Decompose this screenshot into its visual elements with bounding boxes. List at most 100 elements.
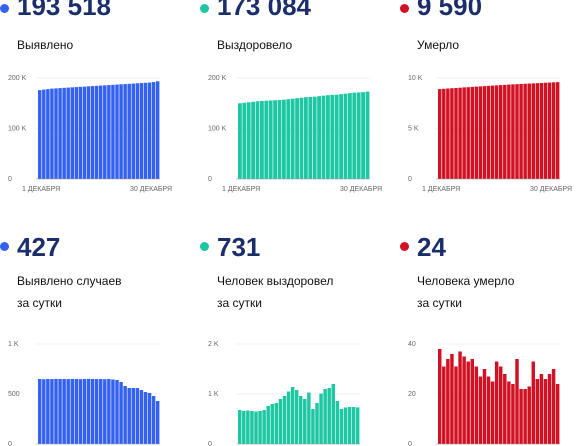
bar: [294, 390, 299, 444]
bar: [312, 96, 317, 179]
bar: [470, 359, 474, 444]
bar: [155, 81, 160, 179]
bar: [262, 410, 266, 444]
y-tick-label: 20: [408, 391, 416, 398]
recovered-total-value: 173 084: [217, 0, 311, 21]
bar: [334, 94, 339, 179]
bar: [82, 379, 87, 444]
bar: [151, 396, 156, 444]
bar: [115, 380, 119, 444]
bar: [123, 84, 127, 179]
bar: [438, 349, 442, 444]
bar: [519, 389, 523, 444]
bar: [503, 374, 507, 444]
bar: [555, 384, 560, 444]
bar: [511, 84, 515, 179]
bar: [66, 87, 70, 179]
bar: [254, 411, 258, 444]
bar: [42, 379, 46, 444]
bar: [38, 90, 42, 179]
y-tick-label: 0: [208, 176, 212, 183]
bar: [482, 369, 487, 444]
bar: [86, 378, 91, 444]
bar: [107, 379, 111, 444]
cases-daily-value: 427: [17, 232, 61, 262]
bar: [119, 84, 123, 179]
deaths-daily-label-line1: Человека умерло: [417, 274, 515, 288]
bar: [135, 83, 140, 179]
bar: [519, 83, 523, 179]
blue-dot-icon: [0, 4, 9, 13]
bar: [299, 396, 303, 444]
deaths-total-value: 9 590: [417, 0, 483, 21]
bar: [454, 366, 458, 444]
bar: [331, 384, 335, 444]
bar: [274, 403, 279, 444]
bar: [90, 379, 95, 444]
x-tick-label: 30 ДЕКАБРЯ: [530, 186, 572, 193]
bar: [270, 404, 274, 444]
y-tick-label: 200 K: [208, 75, 227, 82]
bar: [511, 384, 515, 444]
bar: [286, 99, 291, 179]
red-dot-icon: [400, 242, 409, 251]
bar: [482, 86, 487, 179]
bar: [535, 83, 540, 179]
bar: [115, 84, 119, 179]
bar: [131, 83, 135, 179]
bar: [42, 89, 46, 179]
bar: [466, 361, 470, 444]
bar: [347, 407, 352, 444]
bar: [103, 85, 107, 179]
bar: [277, 99, 282, 179]
bar: [478, 86, 483, 179]
bar: [90, 86, 95, 179]
bar: [266, 406, 270, 444]
bar: [543, 82, 548, 179]
bar: [438, 89, 442, 179]
deaths-total-label: Умерло: [417, 38, 460, 52]
cases-daily-chart: 1 K 500 0: [8, 341, 160, 446]
bar: [94, 85, 99, 179]
cases-total-chart: 200 K 100 K 0 1 ДЕКАБРЯ 30 ДЕКАБРЯ: [8, 75, 172, 193]
bar: [58, 379, 62, 444]
bar: [78, 379, 83, 444]
bar: [527, 83, 531, 179]
bar: [507, 84, 511, 179]
y-tick-label: 40: [408, 341, 416, 348]
bar: [499, 85, 503, 179]
panel-cases-daily: 427 Выявлено случаев за сутки 1 K 500 0: [0, 232, 190, 446]
teal-dot-icon: [200, 242, 209, 251]
bar: [135, 388, 140, 444]
y-tick-label: 1 K: [8, 341, 19, 348]
red-dot-icon: [400, 4, 409, 13]
x-tick-label: 30 ДЕКАБРЯ: [340, 186, 382, 193]
bar: [299, 97, 304, 179]
bar: [442, 366, 446, 444]
panel-cases-total: 193 518 Выявлено 200 K 100 K 0 1 ДЕКАБРЯ 30 …: [0, 0, 190, 193]
bar: [46, 89, 50, 179]
y-tick-label: 500: [8, 391, 20, 398]
bar: [470, 86, 474, 179]
bar: [462, 87, 466, 179]
bar: [442, 88, 446, 179]
bar: [326, 95, 330, 179]
bar: [490, 381, 495, 444]
bar: [486, 85, 491, 179]
bar: [155, 401, 160, 444]
bar: [94, 379, 99, 444]
bar: [446, 88, 450, 179]
y-tick-label: 5 K: [408, 126, 419, 133]
bar: [260, 100, 264, 179]
bar: [82, 86, 87, 179]
cases-daily-label-line2: за сутки: [17, 296, 62, 310]
bar: [99, 379, 103, 444]
bar: [507, 381, 511, 444]
bar: [290, 387, 295, 444]
bar: [74, 379, 79, 444]
bar: [46, 379, 50, 444]
bar: [494, 85, 499, 179]
bar: [308, 96, 313, 179]
bar: [523, 389, 527, 444]
recovered-total-chart: 200 K 100 K 0 1 ДЕКАБРЯ 30 ДЕКАБРЯ: [208, 75, 382, 193]
